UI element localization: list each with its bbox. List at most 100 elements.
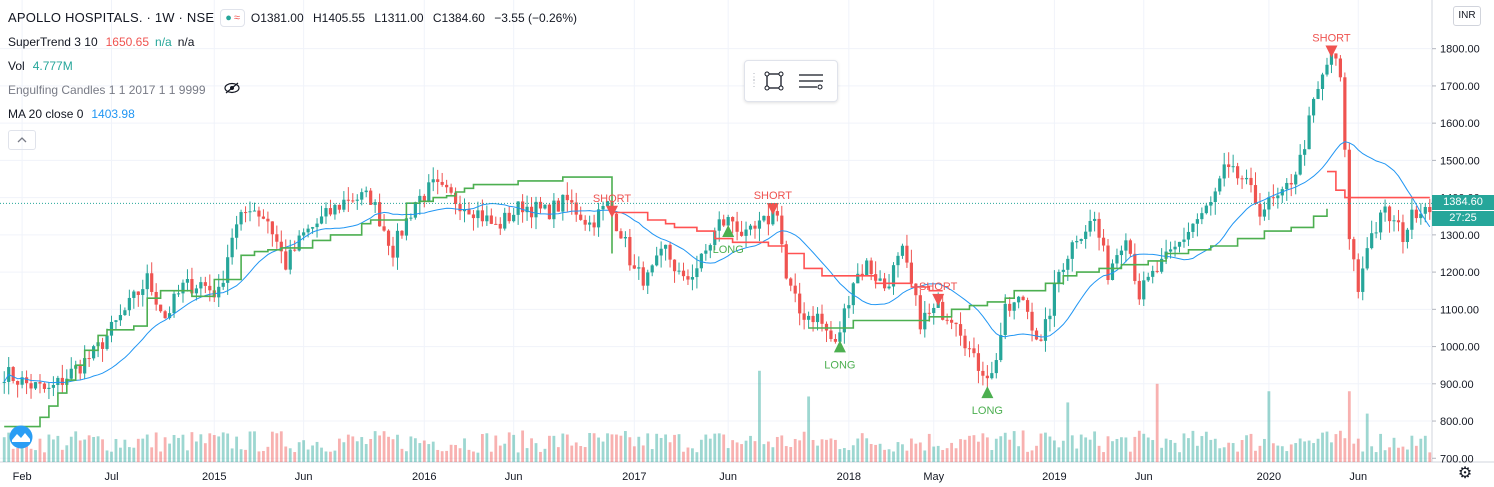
volume-bar <box>1097 445 1101 462</box>
legend: APOLLO HOSPITALS. · 1W · NSE ● ≈ O1381.0… <box>8 6 583 150</box>
volume-bar <box>382 431 386 462</box>
volume-bar <box>1030 450 1034 462</box>
candle-body <box>896 255 900 266</box>
volume-bar <box>1124 437 1128 462</box>
volume-bar <box>47 434 51 462</box>
volume-bar <box>494 435 498 462</box>
volume-bar <box>740 444 743 462</box>
gear-icon[interactable]: ⚙ <box>1457 465 1473 482</box>
volume-bar <box>914 443 918 462</box>
candle-body <box>842 308 846 333</box>
x-tick-label: Jun <box>295 471 313 483</box>
volume-bar <box>865 438 869 462</box>
last-price-label: 1384.60 <box>1432 195 1494 211</box>
volume-bar <box>1120 437 1123 462</box>
candle-body <box>1271 197 1275 199</box>
volume-bar <box>1209 439 1213 462</box>
volume-bar <box>1195 445 1199 462</box>
candle-body <box>266 218 270 222</box>
candle-body <box>467 209 471 215</box>
candle-body <box>422 195 426 201</box>
candle-body <box>378 202 382 227</box>
settings-lines-icon[interactable] <box>791 65 831 97</box>
volume-bar <box>114 438 118 462</box>
symbol-name: APOLLO HOSPITALS. <box>8 10 143 25</box>
volume-bar <box>346 434 350 462</box>
drag-handle-icon[interactable]: ⋮ ⋮ <box>749 72 759 89</box>
candle-body <box>105 335 109 349</box>
candle-body <box>386 230 391 246</box>
volume-bar <box>311 445 314 462</box>
volume-bar <box>1035 445 1038 462</box>
candle-body <box>1374 232 1378 234</box>
supertrend-extra1: n/a <box>155 35 172 49</box>
volume-bar <box>119 447 122 462</box>
candle-body <box>860 273 864 276</box>
volume-bar <box>981 433 985 462</box>
candle-body <box>114 320 118 322</box>
candle-body <box>1093 218 1097 221</box>
candle-body <box>780 215 784 245</box>
eye-off-icon[interactable] <box>223 78 240 102</box>
volume-bar <box>29 448 33 462</box>
candle-body <box>1329 53 1334 65</box>
volume-bar <box>476 452 480 462</box>
candle-body <box>118 315 123 321</box>
candle-body <box>395 230 400 258</box>
candle-body <box>865 260 869 276</box>
volume-bar <box>775 436 779 462</box>
volume-bar <box>1017 446 1021 462</box>
volume-bar <box>883 449 886 462</box>
indicator-engulfing[interactable]: Engulfing Candles 1 1 2017 1 1 9999 <box>8 78 583 102</box>
candle-body <box>498 223 502 229</box>
volume-bar <box>1383 450 1387 462</box>
symbol-title[interactable]: APOLLO HOSPITALS. · 1W · NSE <box>8 10 215 25</box>
volume-bar <box>74 431 78 462</box>
volume-bar <box>945 448 949 462</box>
indicator-volume[interactable]: Vol 4.777M <box>8 54 583 78</box>
volume-bar <box>1298 438 1302 462</box>
volume-bar <box>83 439 87 462</box>
ohlc-close: C1384.60 <box>432 11 485 25</box>
volume-bar <box>610 434 614 462</box>
engulfing-label: Engulfing Candles 1 1 2017 1 1 9999 <box>8 83 206 97</box>
indicator-ma[interactable]: MA 20 close 0 1403.98 <box>8 102 583 126</box>
candle-body <box>1052 282 1056 316</box>
rectangle-tool-icon[interactable] <box>757 65 791 97</box>
candle-body <box>51 384 55 388</box>
candle-body <box>355 199 359 201</box>
volume-bar <box>275 433 279 462</box>
volume-bar <box>324 451 328 462</box>
volume-bar <box>878 443 882 462</box>
candle-body <box>1168 249 1173 252</box>
volume-bar <box>1392 437 1396 462</box>
market-status-pill[interactable]: ● ≈ <box>220 9 245 27</box>
volume-bar <box>2 437 6 462</box>
candle-body <box>163 311 167 319</box>
candle-body <box>123 310 127 316</box>
volume-bar <box>807 396 811 462</box>
currency-badge[interactable]: INR <box>1453 6 1481 26</box>
vol-value: 4.777M <box>32 59 73 73</box>
supertrend-up-line <box>4 176 613 428</box>
chevron-up-icon[interactable] <box>8 130 36 150</box>
candle-body <box>1338 58 1342 78</box>
volume-bar <box>463 438 466 462</box>
candle-body <box>802 313 806 320</box>
candle-body <box>436 179 440 182</box>
candle-body <box>588 222 592 225</box>
candle-body <box>1128 240 1132 254</box>
candle-body <box>967 348 972 350</box>
volume-bar <box>659 437 663 462</box>
indicator-supertrend[interactable]: SuperTrend 3 10 1650.65 n/a n/a <box>8 30 583 54</box>
candle-body <box>1079 238 1083 241</box>
candle-body <box>1151 270 1155 277</box>
volume-bar <box>516 452 520 462</box>
volume-bar <box>994 438 998 462</box>
volume-bar <box>950 442 954 462</box>
tradingview-logo-icon[interactable] <box>6 425 36 449</box>
candle-body <box>579 214 583 220</box>
volume-bar <box>123 439 127 462</box>
candle-body <box>954 322 958 325</box>
